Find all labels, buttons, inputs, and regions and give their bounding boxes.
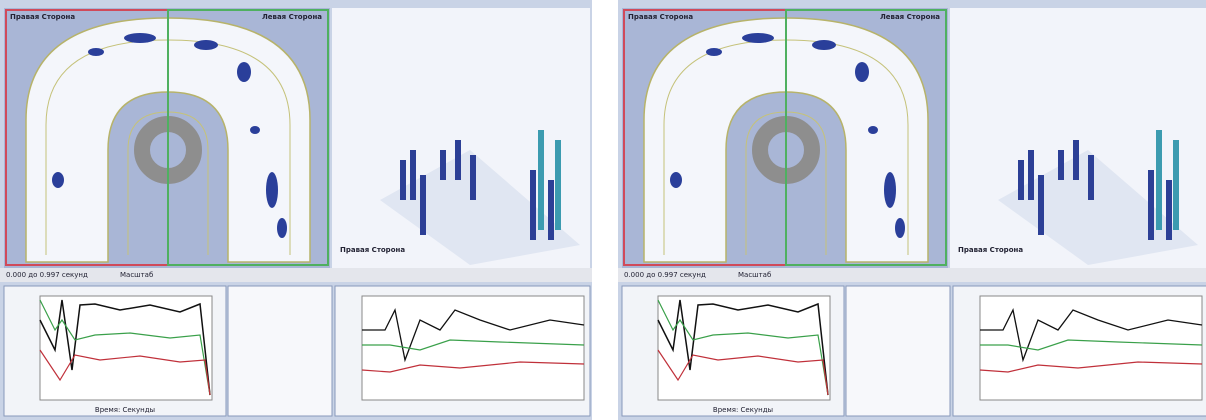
view3d-label: Правая Сторона [340,246,405,254]
plot [40,296,212,400]
arch-left-label: Левая Сторона [880,13,940,21]
status-bar [0,268,592,282]
arch-left-label: Левая Сторона [262,13,322,21]
status-time: 0.000 до 0.997 секунд [6,271,88,279]
status-bar [618,268,1206,282]
arch-right-label: Правая Сторона [628,13,693,21]
plot [658,296,830,400]
x-axis-label: Время: Секунды [95,406,155,414]
legend-panel [228,286,332,416]
x-axis-label: Время: Секунды [713,406,773,414]
status-scale: Масштаб [120,271,153,279]
arch-right-label: Правая Сторона [10,13,75,21]
status-time: 0.000 до 0.997 секунд [624,271,706,279]
screenshot-panel: Правая Сторона Левая Сторона Правая Стор… [0,0,592,420]
legend-panel [846,286,950,416]
view3d-label: Правая Сторона [958,246,1023,254]
screenshot: Правая Сторона Левая Сторона Правая Стор… [0,0,1206,420]
status-scale: Масштаб [738,271,771,279]
screenshot-panel: Правая Сторона Левая Сторона Правая Стор… [618,0,1206,420]
